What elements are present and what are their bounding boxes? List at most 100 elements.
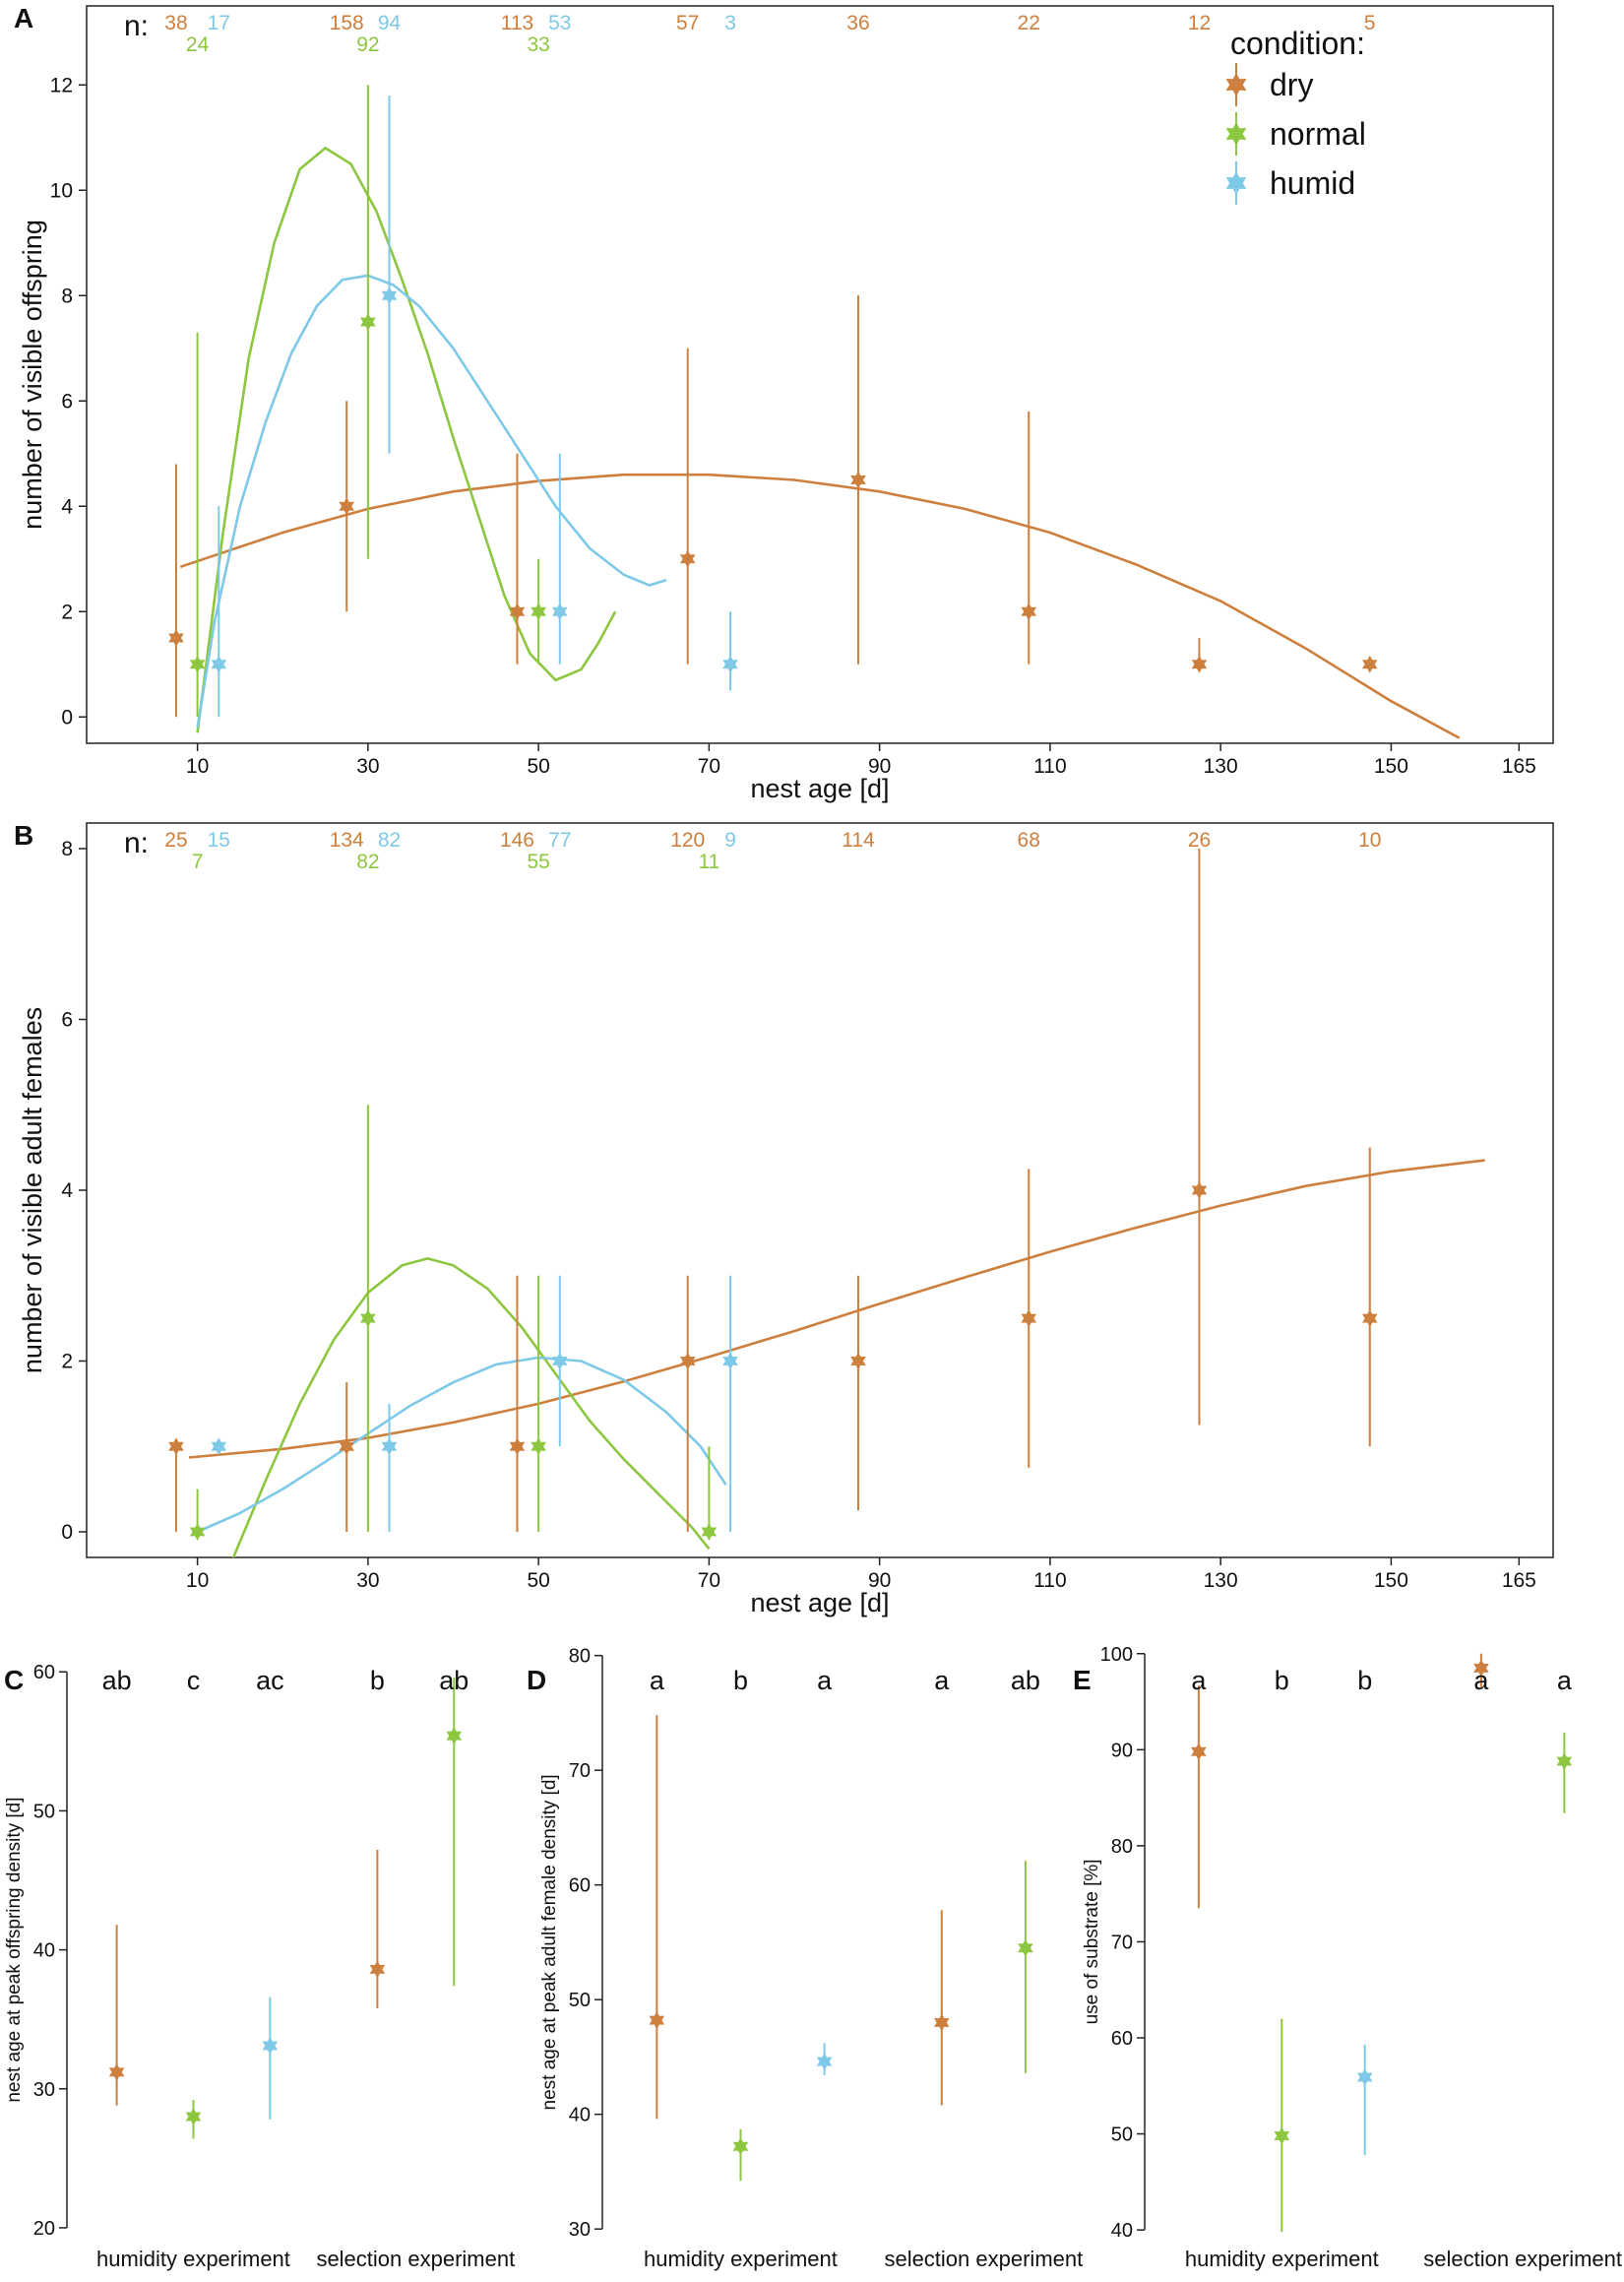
n-count-dry: 22 — [1018, 12, 1040, 34]
y-tick-label: 50 — [33, 1801, 55, 1822]
data-point-dry — [168, 629, 184, 647]
n-count-humid: 15 — [208, 829, 230, 852]
y-tick-label: 2 — [61, 1350, 73, 1372]
data-point-dry — [108, 2062, 125, 2081]
n-count-normal: 55 — [527, 851, 549, 873]
data-point-dry — [339, 1437, 354, 1456]
data-point-dry — [1191, 655, 1208, 673]
y-tick-label: 30 — [33, 2079, 55, 2101]
n-count-dry: 57 — [676, 12, 699, 34]
data-point-dry — [509, 602, 526, 621]
n-count-humid: 9 — [724, 829, 736, 852]
fit-curve-dry — [188, 1159, 1485, 1459]
x-tick-label: 165 — [1502, 755, 1536, 778]
significance-letter: ab — [1011, 1666, 1040, 1695]
y-tick-label: 50 — [569, 1990, 591, 2011]
data-point-normal — [360, 1309, 376, 1328]
significance-letter: ab — [102, 1666, 132, 1695]
data-point-dry — [1021, 1309, 1036, 1328]
x-tick-label: 30 — [356, 755, 379, 778]
y-tick-label: 80 — [1111, 1836, 1133, 1858]
n-count-dry: 120 — [670, 829, 705, 852]
n-count-dry: 114 — [842, 829, 875, 852]
n-count-humid: 94 — [378, 12, 402, 34]
data-point-humid — [211, 1437, 227, 1456]
data-point-humid — [722, 1352, 738, 1370]
panel-e: E 40 50 60 70 80 90 100 use of substrate [%] a b b a… — [1073, 1644, 1622, 2271]
group-label: selection experiment — [316, 2247, 515, 2271]
group-label: humidity experiment — [96, 2247, 290, 2271]
data-point-normal — [701, 1523, 718, 1541]
legend-swatch-dry — [1225, 73, 1247, 96]
y-tick-label: 50 — [1111, 2124, 1133, 2146]
significance-letter: a — [817, 1666, 833, 1695]
panel-c: C 20 30 40 50 60 nest age at peak offspring de… — [4, 1662, 515, 2271]
n-count-dry: 158 — [330, 12, 364, 34]
data-point-normal — [189, 1523, 206, 1541]
x-tick-label: 150 — [1374, 755, 1408, 778]
data-point-normal — [189, 655, 206, 673]
x-tick-label: 70 — [698, 1569, 720, 1592]
n-label: n: — [124, 827, 149, 859]
data-point-humid — [722, 655, 738, 673]
y-tick-label: 6 — [61, 1009, 73, 1032]
data-point-humid — [381, 1437, 398, 1456]
data-point-normal — [1274, 2126, 1290, 2145]
n-count-humid: 3 — [724, 12, 736, 34]
y-tick-label: 20 — [33, 2218, 55, 2240]
data-point-dry — [369, 1960, 386, 1979]
x-axis-title: nest age [d] — [750, 774, 889, 803]
x-tick-label: 165 — [1502, 1569, 1536, 1592]
y-tick-label: 6 — [61, 390, 73, 412]
n-count-humid: 53 — [548, 12, 571, 34]
fit-curve-dry — [179, 473, 1461, 739]
y-tick-label: 70 — [569, 1760, 591, 1782]
legend-label-normal: normal — [1270, 116, 1366, 152]
fit-curve-normal — [231, 1257, 711, 1557]
n-count-dry: 36 — [846, 12, 869, 34]
significance-letter: ac — [256, 1666, 284, 1695]
legend-title: condition: — [1230, 26, 1365, 61]
n-count-normal: 33 — [527, 33, 549, 56]
x-tick-label: 150 — [1374, 1569, 1408, 1592]
n-count-dry: 68 — [1018, 829, 1040, 852]
data-point-normal — [531, 602, 546, 621]
y-tick-label: 8 — [61, 838, 73, 860]
n-count-dry: 10 — [1358, 829, 1381, 852]
n-count-normal: 82 — [356, 851, 379, 873]
significance-letter: b — [1275, 1666, 1289, 1695]
panel-label: C — [4, 1665, 24, 1695]
group-label: humidity experiment — [644, 2247, 838, 2271]
data-point-normal — [1556, 1752, 1573, 1770]
data-point-normal — [531, 1437, 546, 1456]
legend-label-dry: dry — [1270, 67, 1313, 102]
y-tick-label: 4 — [61, 495, 73, 518]
data-point-normal — [185, 2108, 202, 2125]
significance-letter: ab — [439, 1666, 468, 1695]
x-tick-label: 10 — [186, 1569, 209, 1592]
data-point-humid — [816, 2053, 833, 2071]
data-point-humid — [1356, 2068, 1373, 2086]
x-tick-label: 50 — [527, 755, 549, 778]
data-point-dry — [509, 1437, 526, 1456]
y-tick-label: 0 — [61, 706, 73, 729]
y-tick-label: 90 — [1111, 1740, 1133, 1761]
n-label: n: — [124, 10, 149, 42]
significance-letter: a — [1473, 1666, 1489, 1695]
y-axis-title: nest age at peak offspring density [d] — [4, 1797, 25, 2102]
legend-swatch-normal — [1225, 122, 1247, 146]
n-count-humid: 77 — [548, 829, 571, 852]
fit-curve-normal — [196, 146, 617, 733]
y-tick-label: 60 — [1111, 2028, 1133, 2050]
n-count-dry: 5 — [1364, 12, 1376, 34]
x-tick-label: 10 — [186, 755, 209, 778]
data-point-dry — [679, 549, 696, 568]
data-point-dry — [850, 471, 866, 489]
data-point-dry — [339, 497, 354, 516]
data-point-dry — [168, 1437, 184, 1456]
x-axis-title: nest age [d] — [750, 1588, 889, 1617]
legend-label-humid: humid — [1270, 165, 1355, 201]
y-axis-title: use of substrate [%] — [1082, 1859, 1102, 2024]
